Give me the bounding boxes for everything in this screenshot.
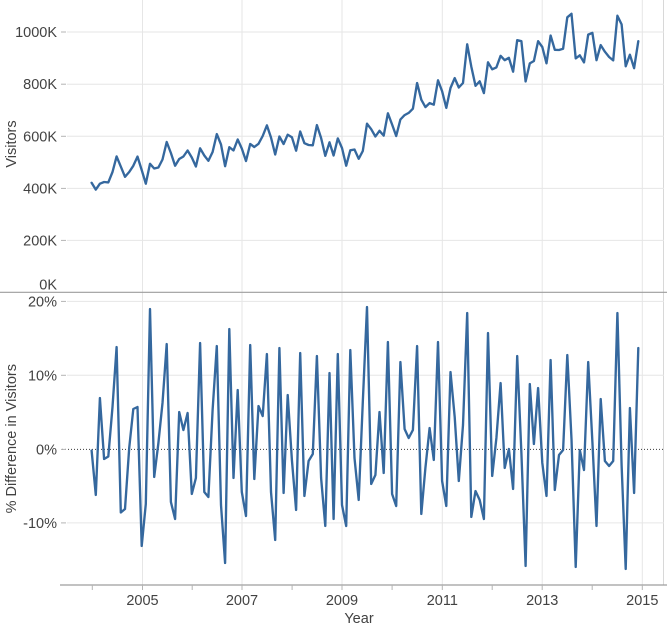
svg-text:200K: 200K: [23, 233, 57, 249]
svg-text:1000K: 1000K: [15, 25, 57, 41]
svg-text:600K: 600K: [23, 129, 57, 145]
svg-text:2015: 2015: [626, 593, 658, 609]
svg-text:400K: 400K: [23, 181, 57, 197]
svg-text:% Difference in Visitors: % Difference in Visitors: [4, 364, 20, 513]
svg-text:2009: 2009: [326, 593, 358, 609]
svg-text:20%: 20%: [28, 295, 57, 311]
svg-text:0%: 0%: [36, 442, 57, 458]
svg-text:10%: 10%: [28, 368, 57, 384]
svg-text:2011: 2011: [427, 593, 458, 609]
svg-text:Year: Year: [344, 611, 373, 627]
svg-text:800K: 800K: [23, 77, 57, 93]
svg-text:-10%: -10%: [23, 516, 57, 532]
svg-text:2007: 2007: [226, 593, 258, 609]
svg-text:0K: 0K: [39, 278, 57, 294]
svg-text:Visitors: Visitors: [4, 120, 20, 167]
svg-text:2013: 2013: [526, 593, 558, 609]
svg-text:2005: 2005: [126, 593, 158, 609]
